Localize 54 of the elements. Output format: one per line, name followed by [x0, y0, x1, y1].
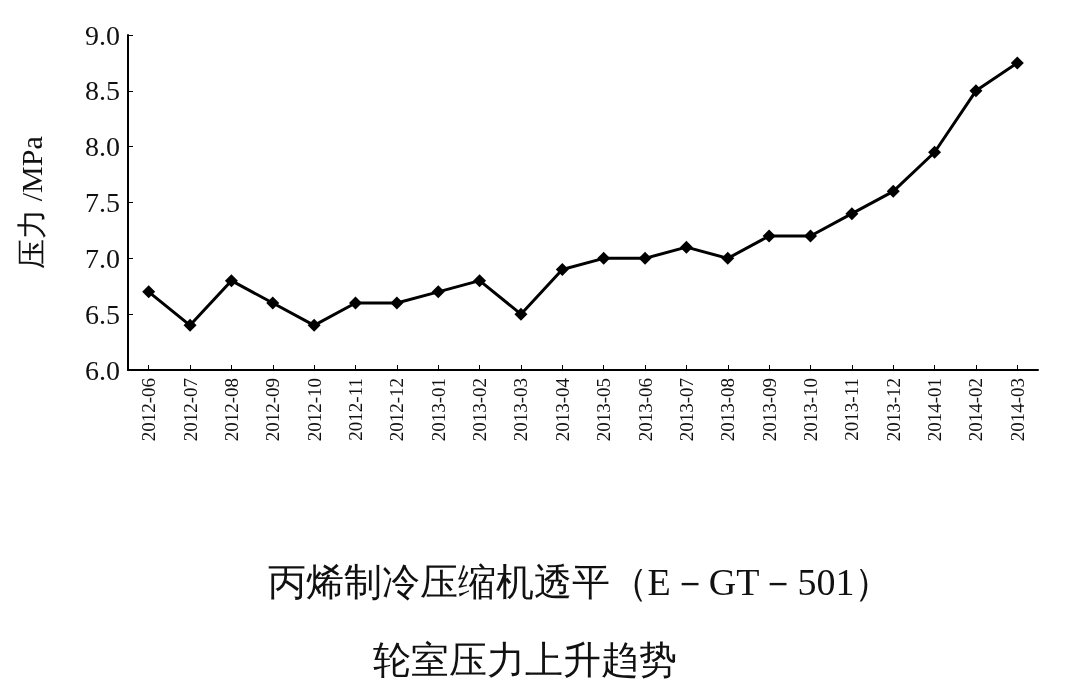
point	[555, 263, 569, 276]
point	[969, 84, 983, 98]
x-tick-label: 2013-01	[427, 378, 449, 442]
point	[307, 318, 321, 332]
x-tick-label: 2014-01	[924, 378, 946, 442]
y-axis-title: 压力 /MPa	[14, 136, 48, 269]
x-tick-label: 2013-07	[675, 378, 697, 442]
point	[142, 285, 156, 299]
point	[390, 296, 404, 310]
point	[266, 296, 280, 310]
x-tick-label: 2012-11	[345, 378, 366, 441]
point	[224, 274, 238, 288]
point	[1010, 56, 1024, 70]
point	[845, 207, 859, 221]
x-tick-label: 2014-03	[1006, 378, 1028, 442]
point	[721, 251, 735, 265]
x-tick-label: 2014-02	[965, 378, 987, 442]
text: 轮室压力上升趋势	[373, 639, 677, 681]
point	[514, 307, 528, 321]
x-tick-label: 2012-06	[138, 378, 160, 442]
point	[597, 251, 611, 265]
x-tick-label: 2012-07	[179, 378, 201, 442]
x-tick-label: 2013-04	[551, 377, 573, 442]
point	[183, 318, 197, 332]
point	[886, 184, 900, 198]
y-tick-label: 6.5	[85, 298, 120, 330]
y-tick-label: 6.0	[85, 354, 120, 386]
x-tick-label: 2013-06	[634, 378, 656, 442]
x-tick-label: 2012-10	[303, 378, 325, 442]
point	[431, 285, 445, 299]
x-tick-label: 2013-05	[593, 378, 615, 442]
x-tick-label: 2013-09	[758, 378, 780, 442]
x-tick-label: 2013-10	[800, 378, 821, 442]
point	[762, 229, 776, 243]
point	[804, 229, 817, 243]
x-tick-label: 2013-12	[882, 378, 904, 442]
y-tick-label: 7.0	[85, 242, 120, 274]
y-tick-label: 9.0	[85, 19, 120, 51]
x-tick-label: 2013-03	[510, 378, 532, 442]
point	[349, 296, 362, 310]
x-tick-label: 2012-12	[386, 378, 408, 442]
x-tick-label: 2012-08	[220, 378, 242, 442]
point	[473, 274, 487, 288]
point	[638, 251, 652, 265]
y-tick-label: 8.0	[85, 131, 120, 163]
point	[928, 145, 942, 159]
text: 丙烯制冷压缩机透平（E－GT－501）	[267, 561, 893, 603]
y-tick-label: 8.5	[85, 75, 120, 107]
point	[679, 240, 693, 254]
x-tick-label: 2013-02	[469, 378, 491, 442]
y-tick-label: 7.5	[85, 187, 120, 218]
x-tick-label: 2013-11	[841, 378, 863, 441]
x-tick-label: 2012-09	[262, 378, 284, 442]
x-tick-label: 2013-08	[717, 378, 739, 442]
